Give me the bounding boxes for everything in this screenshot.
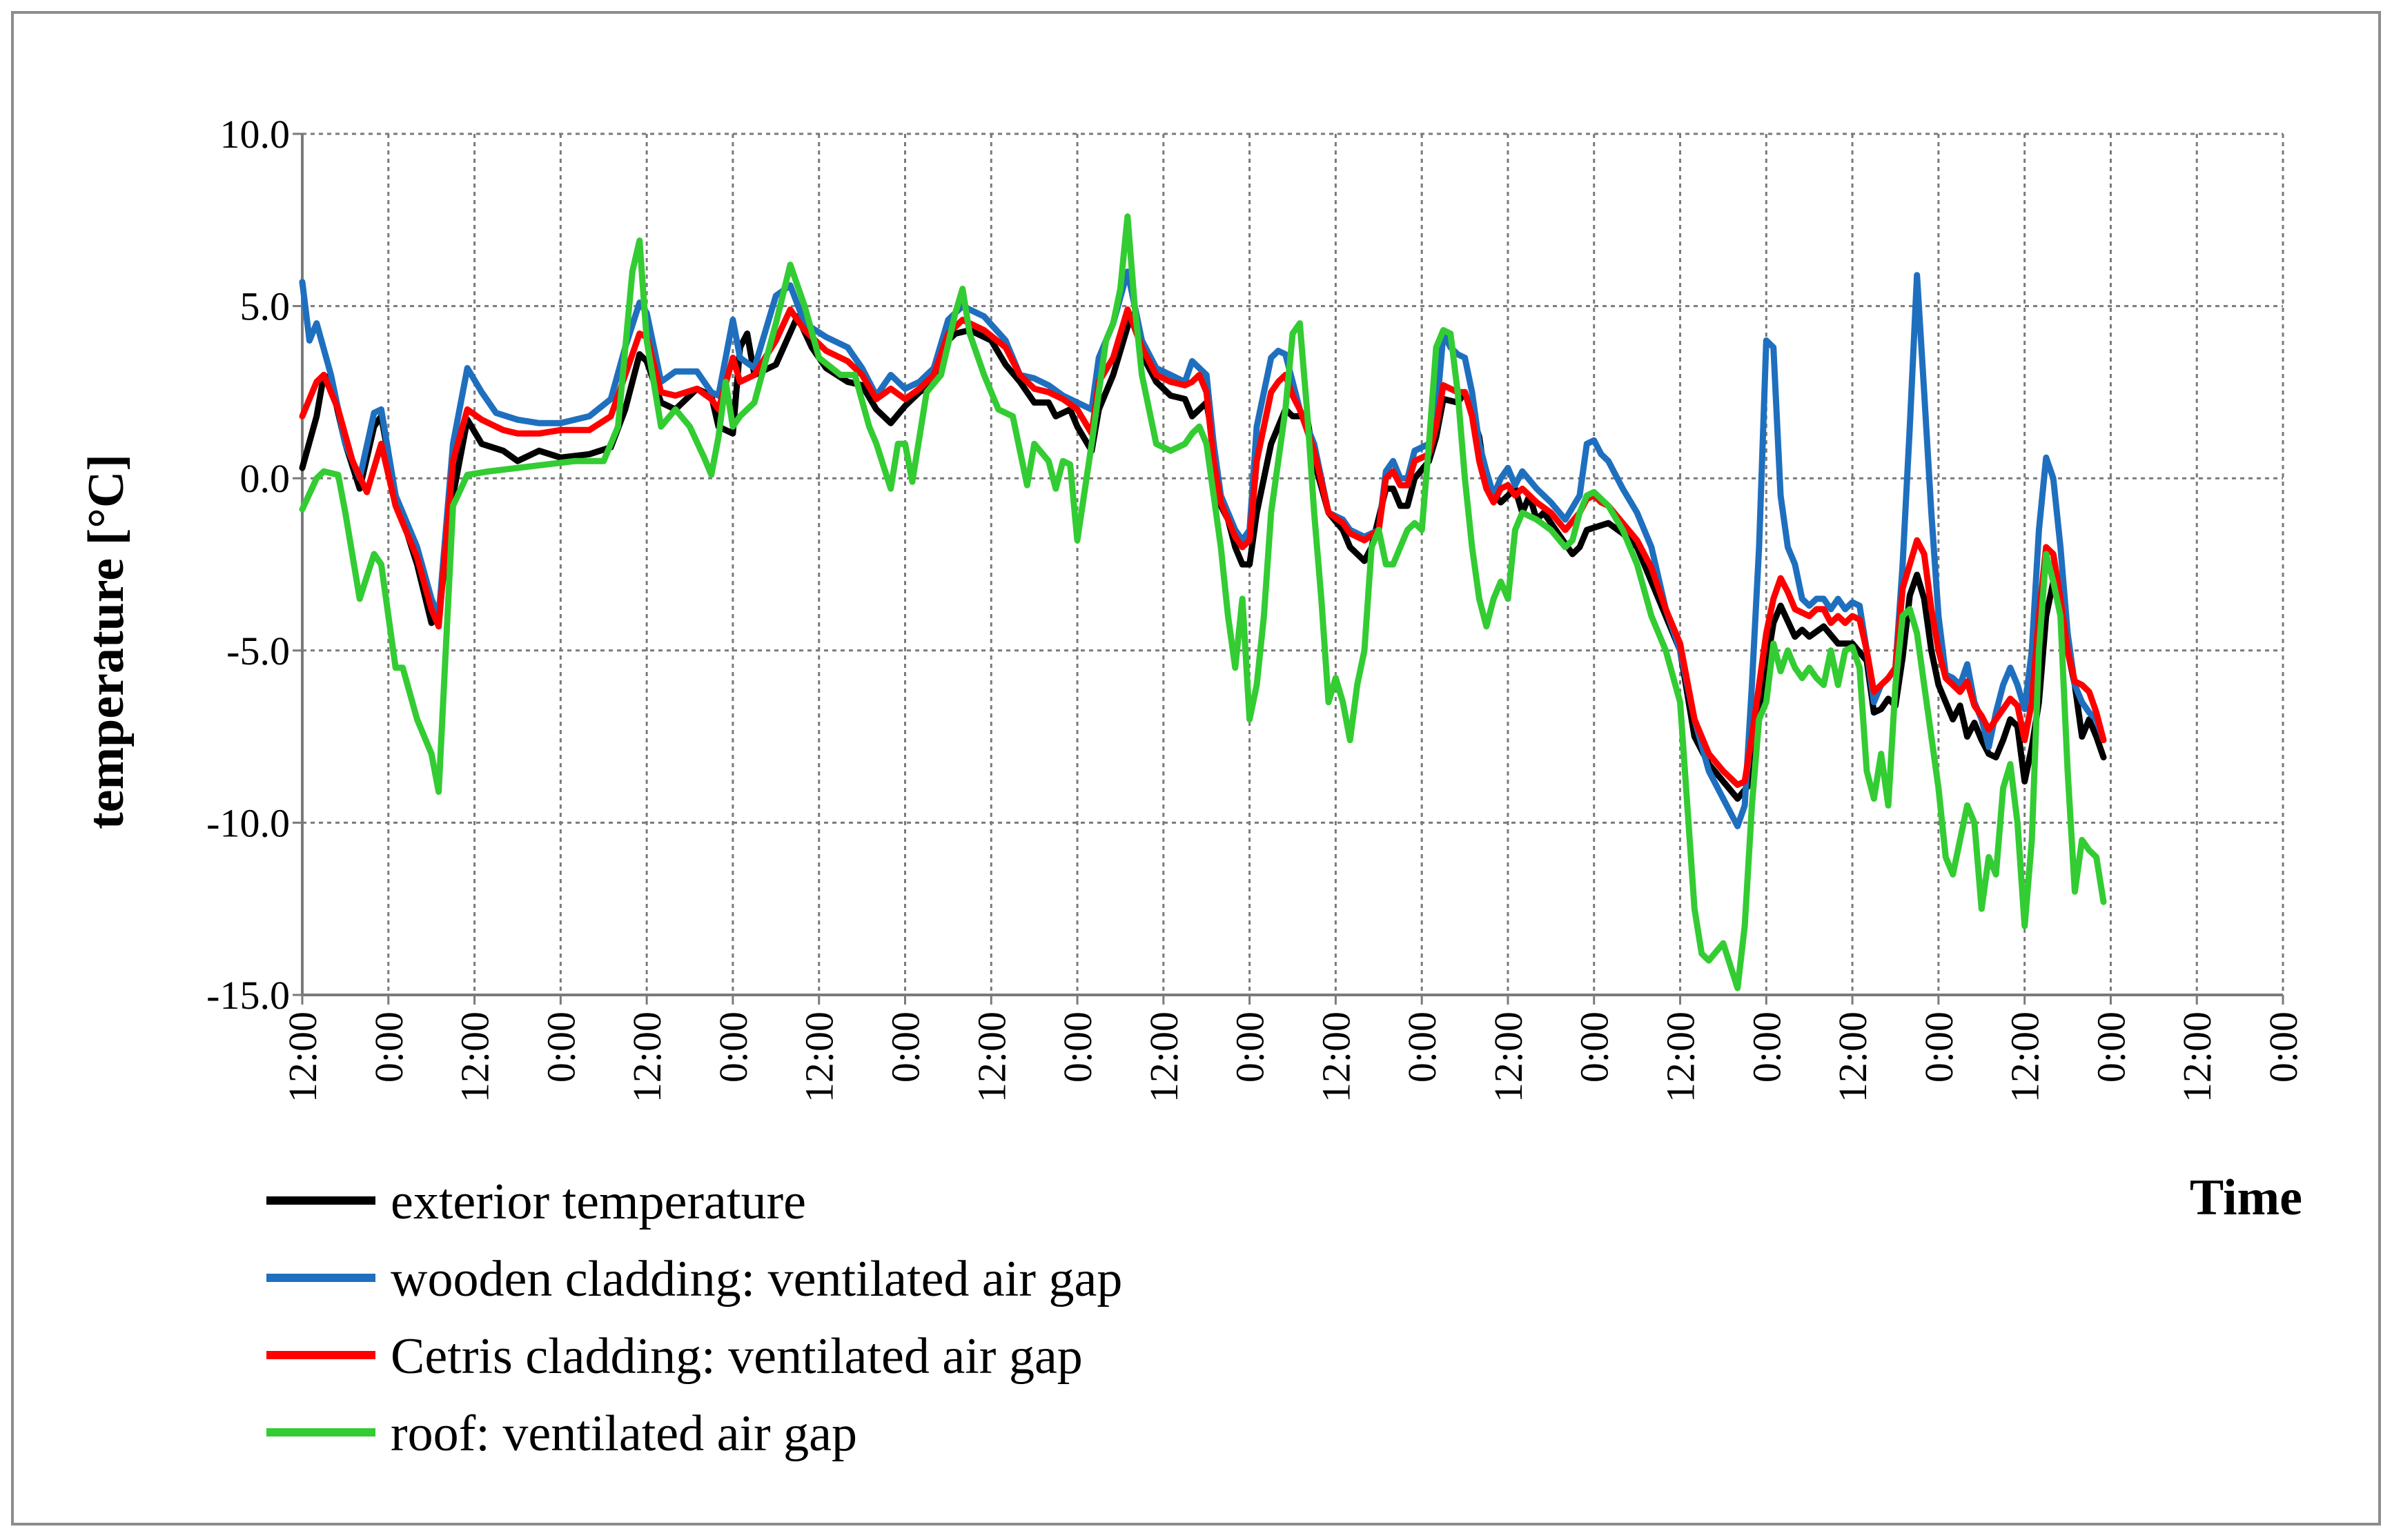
series-line-wooden-cladding-ventilated-air-gap <box>299 268 2107 829</box>
x-tick-label: 0:00 <box>538 1011 583 1083</box>
x-tick-label: 0:00 <box>1916 1011 1961 1083</box>
y-tick-label: -5.0 <box>226 629 290 673</box>
series-lines <box>299 213 2107 991</box>
x-tick-label: 12:00 <box>797 1011 842 1103</box>
chart-outer-border <box>11 11 2381 1526</box>
x-tick-label: 12:00 <box>1313 1011 1358 1103</box>
x-tick-label: 0:00 <box>1572 1011 1617 1083</box>
x-tick-label: 0:00 <box>2088 1011 2133 1083</box>
y-tick-label: -10.0 <box>206 800 290 845</box>
series-line-cetris-cladding-ventilated-air-gap <box>299 306 2107 788</box>
legend-label-exterior-temperature: exterior temperature <box>391 1174 806 1230</box>
x-tick-label: 12:00 <box>1658 1011 1703 1103</box>
x-tick-label: 0:00 <box>1228 1011 1273 1083</box>
legend-label-wooden-cladding-ventilated-air-gap: wooden cladding: ventilated air gap <box>391 1251 1122 1307</box>
x-tick-label: 12:00 <box>969 1011 1014 1103</box>
x-tick-label: 12:00 <box>625 1011 669 1103</box>
x-tick-label: 0:00 <box>1055 1011 1100 1083</box>
x-tick-label: 0:00 <box>1400 1011 1444 1083</box>
x-tick-label: 0:00 <box>366 1011 411 1083</box>
x-tick-label: 0:00 <box>2261 1011 2306 1083</box>
grid-lines <box>302 132 2284 995</box>
y-tick-labels: 10.0 5.0 0.0 -5.0 -10.0 -15.0 <box>206 112 290 1018</box>
y-tick-label: -15.0 <box>206 973 290 1018</box>
x-tick-label: 12:00 <box>2175 1011 2219 1103</box>
legend: exterior temperature wooden cladding: ven… <box>266 1174 1122 1462</box>
x-tick-label: 12:00 <box>280 1011 325 1103</box>
x-tick-label: 12:00 <box>1486 1011 1531 1103</box>
x-tick-label: 12:00 <box>1830 1011 1875 1103</box>
x-tick-label: 0:00 <box>711 1011 756 1083</box>
x-tick-label: 12:00 <box>1141 1011 1186 1103</box>
series-line-roof-ventilated-air-gap <box>299 213 2107 991</box>
y-axis-title: temperature [°C] <box>78 454 135 829</box>
legend-label-cetris-cladding-ventilated-air-gap: Cetris cladding: ventilated air gap <box>391 1328 1083 1385</box>
x-tick-label: 0:00 <box>883 1011 928 1083</box>
x-tick-label: 12:00 <box>453 1011 498 1103</box>
y-tick-label: 0.0 <box>240 456 291 501</box>
x-axis-title: Time <box>2190 1169 2302 1226</box>
axes <box>293 132 2284 1005</box>
x-tick-label: 0:00 <box>1744 1011 1789 1083</box>
legend-label-roof-ventilated-air-gap: roof: ventilated air gap <box>391 1405 857 1462</box>
x-tick-label: 12:00 <box>2003 1011 2048 1103</box>
x-tick-labels: 12:00 0:00 12:00 0:00 12:00 0:00 12:00 0:00 12:0… <box>280 1011 2306 1103</box>
y-tick-label: 5.0 <box>240 284 291 329</box>
y-tick-label: 10.0 <box>220 112 291 157</box>
